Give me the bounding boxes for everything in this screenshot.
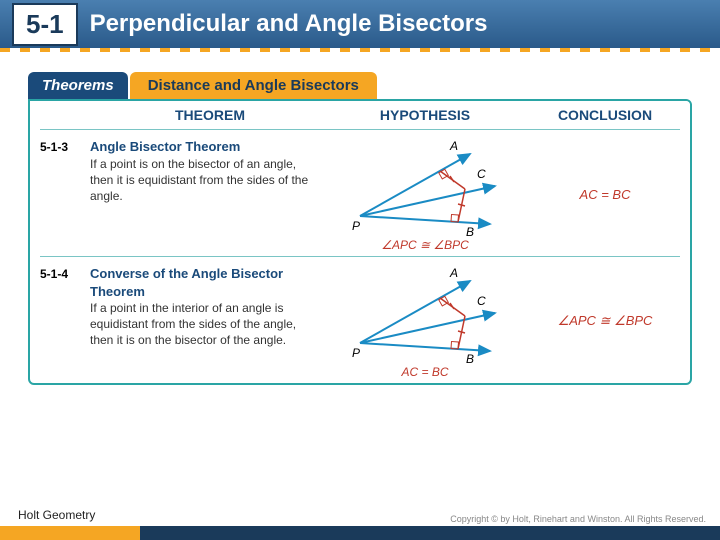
hypothesis-cell: P A B C AC = BC bbox=[330, 263, 520, 379]
content: Theorems Distance and Angle Bisectors TH… bbox=[0, 52, 720, 385]
table-tabs: Theorems Distance and Angle Bisectors bbox=[28, 72, 692, 99]
chapter-number: 5-1 bbox=[12, 3, 78, 46]
conclusion-cell: ∠APC ≅ ∠BPC bbox=[520, 263, 690, 379]
svg-text:A: A bbox=[449, 266, 458, 280]
angle-diagram-icon: P A B C bbox=[350, 263, 500, 363]
svg-text:A: A bbox=[449, 139, 458, 153]
hypothesis-equation: ∠APC ≅ ∠BPC bbox=[381, 238, 469, 252]
theorem-body: If a point in the interior of an angle i… bbox=[90, 301, 296, 347]
angle-diagram-icon: P A B C bbox=[350, 136, 500, 236]
svg-text:B: B bbox=[466, 352, 474, 363]
table-row: 5-1-4 Converse of the Angle Bisector The… bbox=[30, 257, 690, 383]
hypothesis-equation: AC = BC bbox=[401, 365, 448, 379]
theorem-body: If a point is on the bisector of an angl… bbox=[90, 157, 308, 203]
tab-theorems: Theorems bbox=[28, 72, 128, 99]
table-header: THEOREM HYPOTHESIS CONCLUSION bbox=[30, 101, 690, 129]
header-bar: 5-1 Perpendicular and Angle Bisectors bbox=[0, 0, 720, 48]
col-conclusion: CONCLUSION bbox=[520, 101, 690, 129]
hypothesis-cell: P A B C ∠APC ≅ ∠BPC bbox=[330, 136, 520, 252]
col-blank bbox=[30, 101, 90, 129]
page-title: Perpendicular and Angle Bisectors bbox=[90, 10, 488, 38]
theorem-name: Converse of the Angle Bisector Theorem bbox=[90, 266, 283, 299]
svg-text:C: C bbox=[477, 294, 486, 308]
theorem-text: Converse of the Angle Bisector Theorem I… bbox=[90, 263, 330, 379]
col-hypothesis: HYPOTHESIS bbox=[330, 101, 520, 129]
table-row: 5-1-3 Angle Bisector Theorem If a point … bbox=[30, 130, 690, 256]
footer-copyright: Copyright © by Holt, Rinehart and Winsto… bbox=[450, 514, 706, 524]
svg-text:P: P bbox=[352, 346, 360, 360]
theorem-number: 5-1-3 bbox=[30, 136, 90, 252]
footer-bar bbox=[0, 526, 720, 540]
svg-text:P: P bbox=[352, 219, 360, 233]
tab-subtitle: Distance and Angle Bisectors bbox=[130, 72, 377, 99]
theorem-name: Angle Bisector Theorem bbox=[90, 139, 240, 154]
footer-brand: Holt Geometry bbox=[12, 506, 101, 524]
theorem-text: Angle Bisector Theorem If a point is on … bbox=[90, 136, 330, 252]
footer: Holt Geometry Copyright © by Holt, Rineh… bbox=[0, 526, 720, 540]
conclusion-cell: AC = BC bbox=[520, 136, 690, 252]
svg-text:C: C bbox=[477, 167, 486, 181]
theorem-table: THEOREM HYPOTHESIS CONCLUSION 5-1-3 Angl… bbox=[28, 99, 692, 385]
theorem-number: 5-1-4 bbox=[30, 263, 90, 379]
col-theorem: THEOREM bbox=[90, 101, 330, 129]
svg-text:B: B bbox=[466, 225, 474, 236]
